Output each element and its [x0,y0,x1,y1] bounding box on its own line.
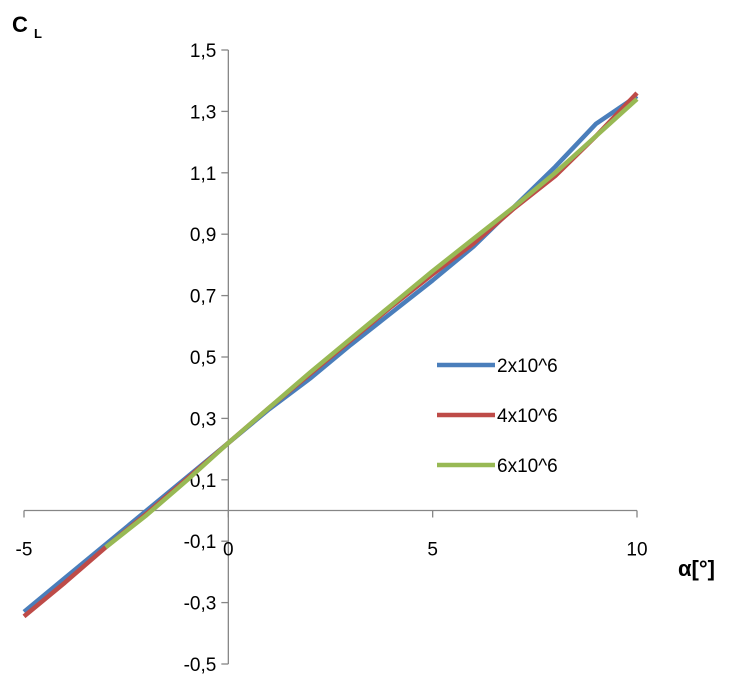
x-tick-label: 10 [626,540,647,561]
legend-label: 2x10^6 [497,356,558,377]
x-tick-label: 5 [427,540,438,561]
y-tick-label: -0,3 [184,594,217,615]
legend-label: 4x10^6 [497,406,558,427]
y-tick-label: 0,7 [190,287,216,308]
series-layer [22,91,639,619]
y-tick-label: 0,5 [190,348,216,369]
y-tick-label: 1,1 [190,164,216,185]
x-axis-title: α[°] [678,556,715,581]
y-tick-label: 0,9 [190,225,216,246]
y-axis-title: C L [12,12,42,41]
x-tick-label: -5 [16,540,33,561]
y-tick-label: 1,5 [190,41,216,62]
tick-labels: -0,5 -0,3 -0,1 0,1 0,3 0,5 0,7 0,9 1,1 1,3 1,5 -5 0 5… [16,41,648,676]
y-tick-label: 1,3 [190,102,216,123]
y-axis-title-main: C [12,12,28,37]
tick-marks [23,49,638,665]
x-tick-label: 0 [223,540,234,561]
y-tick-label: 0,1 [190,471,216,492]
legend-label: 6x10^6 [497,456,558,477]
series-line-3 [104,97,639,550]
legend: 2x10^6 4x10^6 6x10^6 [437,356,558,477]
y-axis-title-subscript: L [34,26,42,41]
y-tick-label: -0,5 [184,655,217,676]
series-line-1 [22,94,639,614]
y-tick-label: 0,3 [190,409,216,430]
y-tick-label: -0,1 [184,532,217,553]
